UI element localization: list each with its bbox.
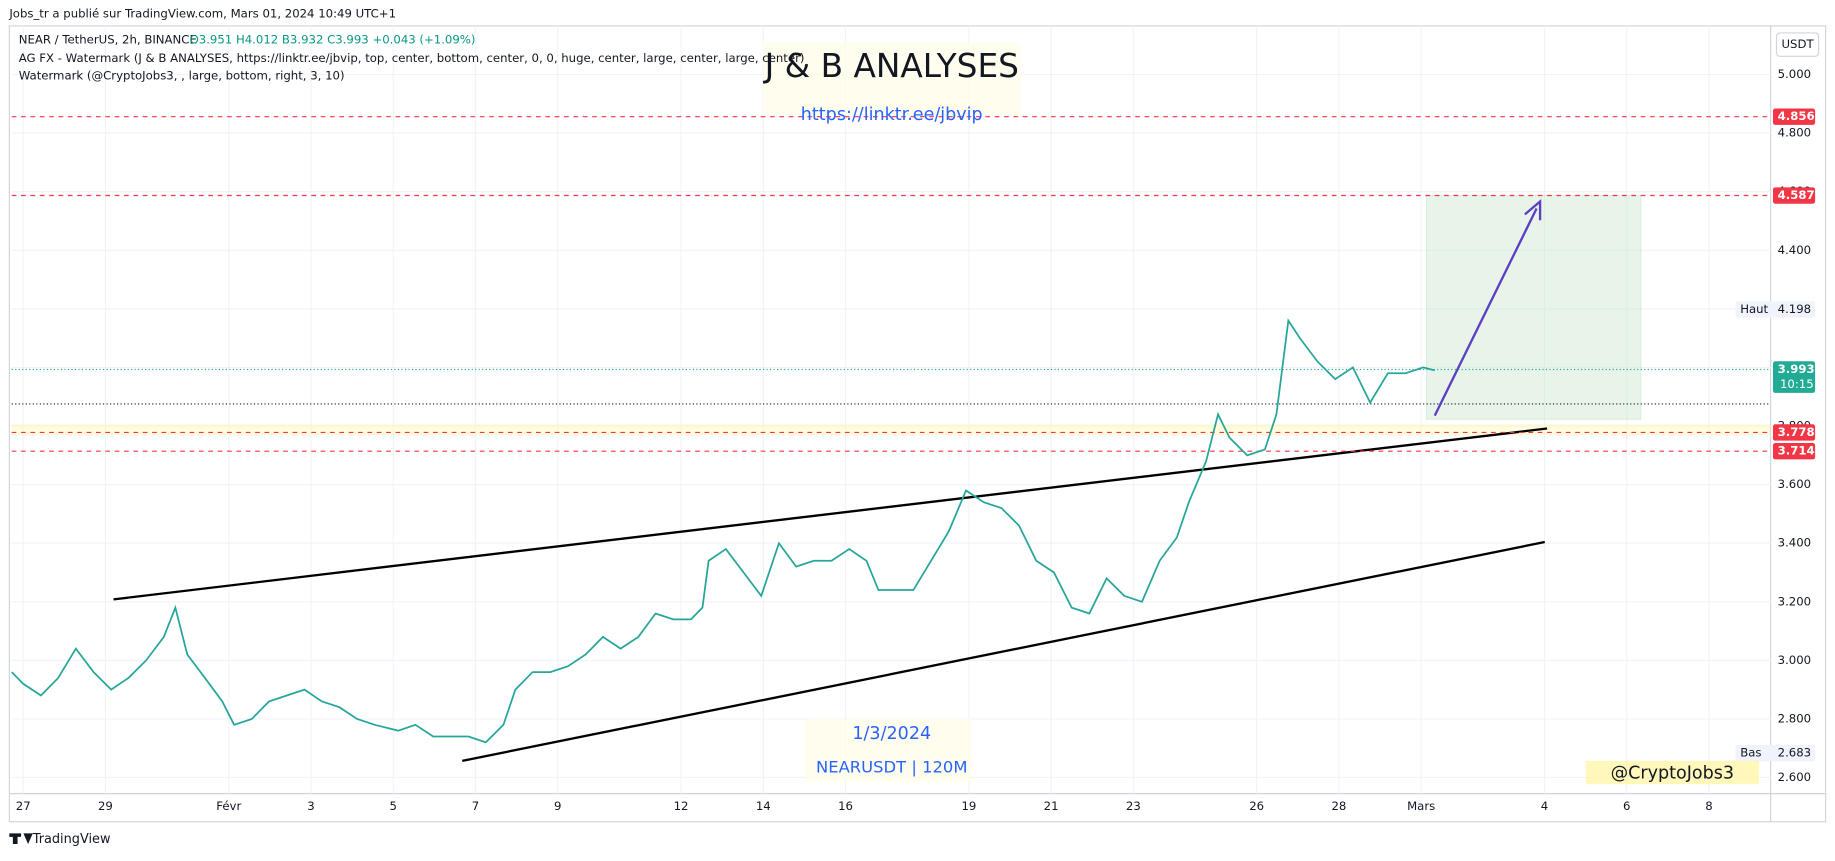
- watermark-date: 1/3/2024: [852, 724, 931, 744]
- arrow-head: [1524, 198, 1542, 221]
- price-label: 3.778: [1778, 425, 1815, 439]
- price-label: 4.856: [1778, 109, 1815, 123]
- watermark-link: https://linktr.ee/jbvip: [801, 105, 983, 125]
- price-label: 3.714: [1778, 444, 1815, 458]
- price-label: 3.993: [1778, 362, 1815, 376]
- y-tick-label: 3.400: [1778, 536, 1811, 550]
- currency[interactable]: USDT: [1781, 37, 1814, 51]
- header: Jobs_tr a publié sur TradingView.com, Ma…: [8, 7, 396, 21]
- handle-box: [1585, 760, 1759, 785]
- price-label-box: [1772, 424, 1816, 441]
- x-tick-label: 19: [961, 799, 976, 813]
- price-label-box: [1772, 361, 1816, 393]
- y-tick-label: 3.600: [1778, 477, 1811, 491]
- legend-symbol: NEAR / TetherUS, 2h, BINANCE: [19, 32, 197, 46]
- watermark-date-box: [805, 718, 972, 782]
- watermark-handle: @CryptoJobs3: [1611, 764, 1735, 784]
- support-zone: [11, 423, 1771, 436]
- y-tick-label: 4.400: [1778, 243, 1811, 257]
- x-tick-label: 5: [390, 799, 397, 813]
- footer: TradingView: [32, 832, 111, 847]
- target-arrow: [1433, 207, 1538, 417]
- x-tick-label: 28: [1331, 799, 1346, 813]
- x-tick-label: 27: [16, 799, 31, 813]
- chart-frame: [8, 25, 1827, 823]
- legend-indicator: Watermark (@CryptoJobs3, , large, bottom…: [19, 69, 345, 83]
- low-box: [1735, 745, 1816, 762]
- low-label: Bas: [1740, 746, 1761, 760]
- high-value: 4.198: [1778, 302, 1811, 316]
- low-value: 2.683: [1778, 746, 1811, 760]
- lower-trendline: [462, 540, 1546, 763]
- price-line: [11, 318, 1435, 744]
- x-tick-label: 8: [1705, 799, 1712, 813]
- currency-button[interactable]: [1775, 32, 1820, 57]
- x-tick-label: 23: [1126, 799, 1141, 813]
- x-tick-label: 16: [838, 799, 853, 813]
- y-tick-label: 3.200: [1778, 594, 1811, 608]
- series: [11, 318, 1435, 744]
- high-box: [1735, 301, 1816, 318]
- price-label-box: [1772, 443, 1816, 460]
- x-tick-label: 6: [1623, 799, 1630, 813]
- y-tick-label: 4.800: [1778, 126, 1811, 140]
- price-label-box: [1772, 108, 1816, 125]
- x-tick-label: 26: [1249, 799, 1264, 813]
- watermark-box: [763, 42, 1021, 115]
- y-tick-label: 5.000: [1778, 67, 1811, 81]
- countdown: 10:15: [1780, 377, 1814, 391]
- legend-ohlc: O3.951 H4.012 B3.932 C3.993 +0.043 (+1.0…: [190, 32, 476, 46]
- y-tick-label: 2.600: [1778, 770, 1811, 784]
- x-tick-label: 29: [98, 799, 113, 813]
- high-label: Haut: [1740, 302, 1768, 316]
- watermark-symbol: NEARUSDT | 120M: [816, 757, 967, 776]
- target-box: [1425, 195, 1642, 420]
- legend-indicator: AG FX - Watermark (J & B ANALYSES, https…: [19, 51, 805, 65]
- x-tick-label: 9: [554, 799, 561, 813]
- x-tick-label: 14: [756, 799, 771, 813]
- watermark-title: J & B ANALYSES: [763, 47, 1019, 85]
- x-tick-label: Mars: [1407, 799, 1435, 813]
- y-tick-label: 3.000: [1778, 653, 1811, 667]
- x-tick-label: 3: [307, 799, 314, 813]
- x-tick-label: 12: [674, 799, 689, 813]
- y-tick-label: 2.800: [1778, 711, 1811, 725]
- price-label: 4.587: [1778, 188, 1815, 202]
- x-tick-label: 21: [1044, 799, 1059, 813]
- x-tick-label: 7: [472, 799, 479, 813]
- price-label-box: [1772, 187, 1816, 204]
- upper-trendline: [113, 427, 1548, 601]
- x-tick-label: Févr: [216, 799, 241, 813]
- x-tick-label: 4: [1541, 799, 1548, 813]
